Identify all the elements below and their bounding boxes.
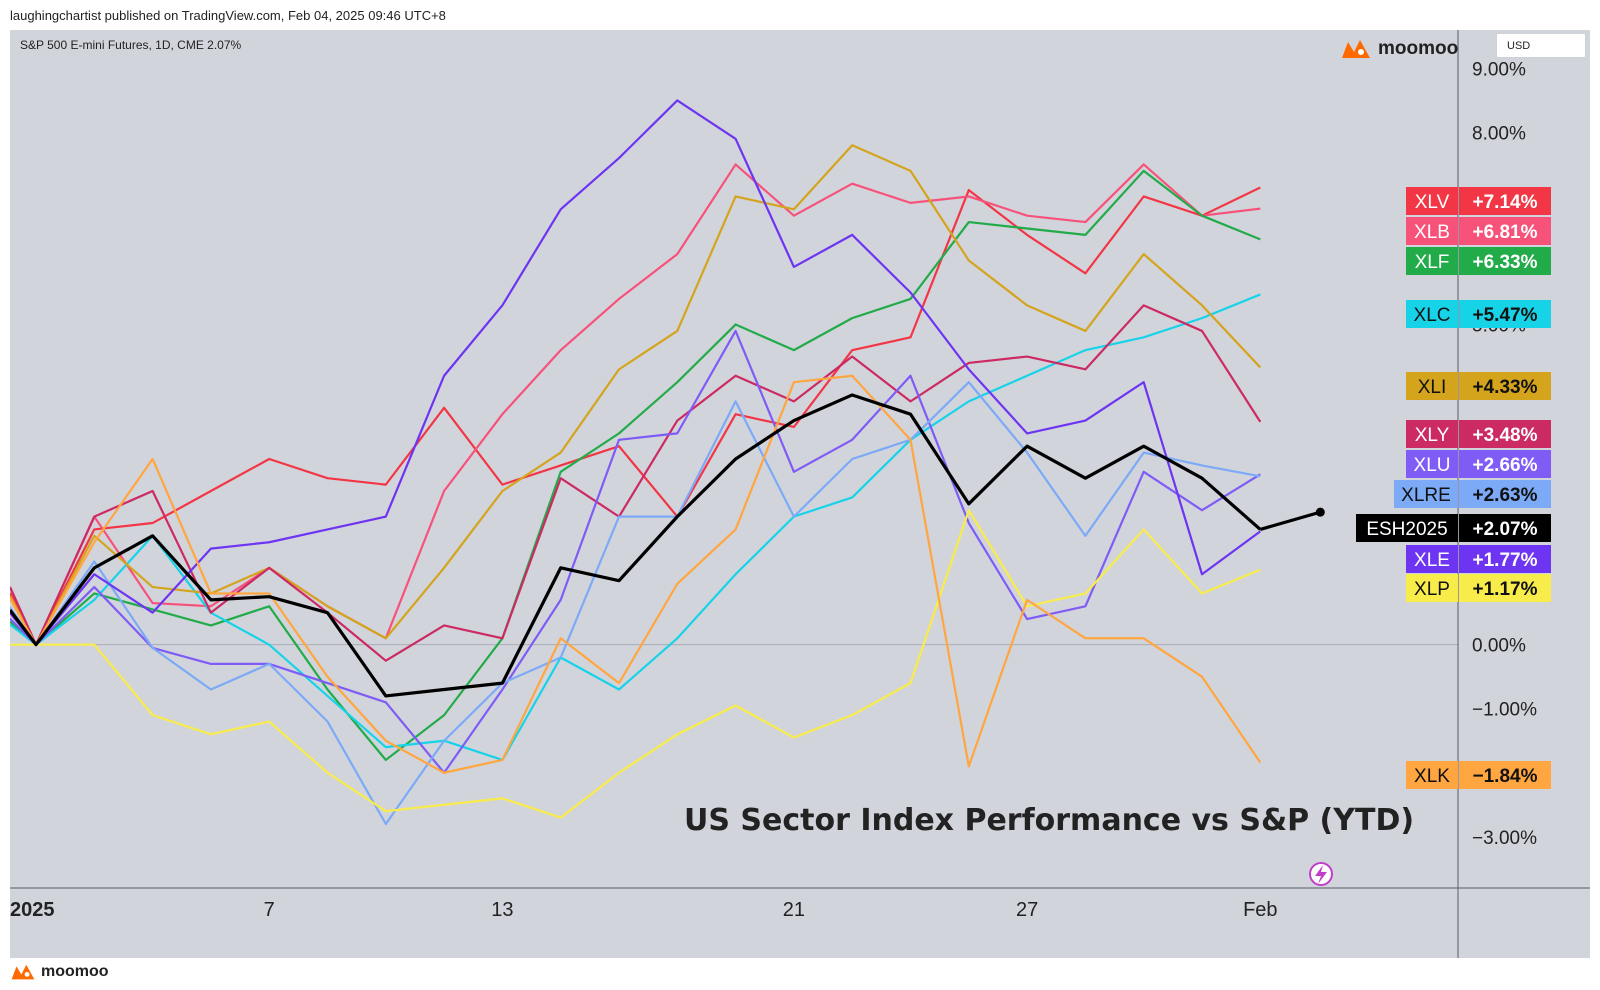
lightning-icon-glyph	[1315, 865, 1327, 884]
publisher-credit: laughingchartist published on TradingVie…	[10, 8, 446, 23]
brand-logo-top: moomoo	[1340, 38, 1458, 60]
series-line-xlb	[10, 163, 1261, 646]
currency-selector[interactable]: USD	[1496, 33, 1586, 58]
legend-name-xlc: XLC	[1414, 305, 1451, 326]
legend-name-box	[1406, 450, 1458, 478]
x-tick-label: 21	[783, 899, 805, 921]
legend-value-box	[1459, 761, 1551, 789]
legend-value-xlb: +6.81%	[1473, 222, 1538, 243]
series-line-xlk	[10, 374, 1262, 774]
legend-value-xlf: +6.33%	[1473, 252, 1538, 273]
benchmark-extension	[1259, 510, 1321, 531]
x-tick-label: 2025	[10, 899, 55, 921]
legend-value-box	[1459, 514, 1551, 542]
legend-name-box	[1406, 187, 1458, 215]
legend-value-box	[1459, 217, 1551, 245]
legend-value-box	[1459, 300, 1551, 328]
series-line-xlv	[10, 186, 1261, 646]
series-line-xlre	[10, 381, 1261, 826]
legend-value-box	[1459, 372, 1551, 400]
legend-value-box	[1459, 480, 1551, 508]
legend-name-esh2025: ESH2025	[1366, 519, 1447, 540]
legend-name-box	[1406, 300, 1458, 328]
legend-name-box	[1406, 574, 1458, 602]
legend-name-box	[1406, 761, 1458, 789]
legend-value-xlc: +5.47%	[1473, 305, 1538, 326]
legend-value-box	[1459, 420, 1551, 448]
brand-logo-bottom: moomoo	[10, 963, 109, 981]
legend-name-box	[1406, 372, 1458, 400]
legend-name-xlp: XLP	[1414, 579, 1450, 600]
y-tick-label: 9.00%	[1472, 59, 1526, 80]
legend-name-box	[1406, 217, 1458, 245]
series-line-xlp	[10, 509, 1261, 819]
legend-value-box	[1459, 247, 1551, 275]
legend-value-xli: +4.33%	[1473, 377, 1538, 398]
x-tick-label: 7	[264, 899, 275, 921]
x-tick-label: 13	[491, 899, 513, 921]
legend-value-xlv: +7.14%	[1473, 192, 1538, 213]
legend-name-xli: XLI	[1418, 377, 1447, 398]
legend-value-box	[1459, 545, 1551, 573]
series-line-xlu	[10, 329, 1261, 774]
chart-svg[interactable]: 9.00%8.00%6.00%5.00%4.00%0.00%−1.00%−3.0…	[10, 30, 1590, 958]
chart-pane[interactable]: 9.00%8.00%6.00%5.00%4.00%0.00%−1.00%−3.0…	[10, 30, 1590, 958]
y-tick-label: 8.00%	[1472, 123, 1526, 144]
legend-name-xlv: XLV	[1415, 192, 1450, 213]
legend-name-xly: XLY	[1415, 425, 1450, 446]
brand-name-bottom: moomoo	[41, 963, 109, 980]
y-tick-label: 0.00%	[1472, 636, 1526, 657]
series-line-xlf	[10, 169, 1261, 762]
y-tick-label: −1.00%	[1472, 700, 1537, 721]
legend-value-xlk: −1.84%	[1473, 766, 1538, 787]
legend-name-box	[1356, 514, 1458, 542]
legend-name-box	[1406, 247, 1458, 275]
legend-name-xlf: XLF	[1415, 252, 1450, 273]
legend-value-box	[1459, 450, 1551, 478]
legend-name-xlk: XLK	[1414, 766, 1450, 787]
chart-title: US Sector Index Performance vs S&P (YTD)	[684, 803, 1414, 838]
series-line-xle	[10, 99, 1261, 646]
legend-value-box	[1459, 187, 1551, 215]
series-line-xlc	[10, 293, 1261, 762]
legend-name-box	[1406, 545, 1458, 573]
symbol-line: S&P 500 E-mini Futures, 1D, CME 2.07%	[20, 38, 242, 52]
legend-value-xlp: +1.17%	[1473, 579, 1538, 600]
legend-name-xlb: XLB	[1414, 222, 1450, 243]
series-line-xli	[10, 144, 1262, 646]
brand-name: moomoo	[1378, 38, 1459, 59]
legend-value-box	[1459, 574, 1551, 602]
legend-value-xly: +3.48%	[1473, 425, 1538, 446]
legend-value-xlu: +2.66%	[1473, 455, 1538, 476]
legend-value-xlre: +2.63%	[1473, 485, 1538, 506]
legend-name-xle: XLE	[1414, 550, 1450, 571]
moomoo-logo-icon	[1342, 40, 1370, 58]
legend-name-box	[1394, 480, 1458, 508]
moomoo-logo-icon	[11, 964, 35, 980]
x-tick-label: Feb	[1243, 899, 1277, 921]
y-tick-label: −3.00%	[1472, 828, 1537, 849]
x-tick-label: 27	[1016, 899, 1038, 921]
legend-value-esh2025: +2.07%	[1473, 519, 1538, 540]
legend-name-box	[1406, 420, 1458, 448]
benchmark-last-point	[1315, 507, 1325, 517]
legend-name-xlre: XLRE	[1401, 485, 1451, 506]
legend-name-xlu: XLU	[1414, 455, 1451, 476]
series-line-esh2025	[10, 393, 1262, 698]
legend-value-xle: +1.77%	[1473, 550, 1538, 571]
